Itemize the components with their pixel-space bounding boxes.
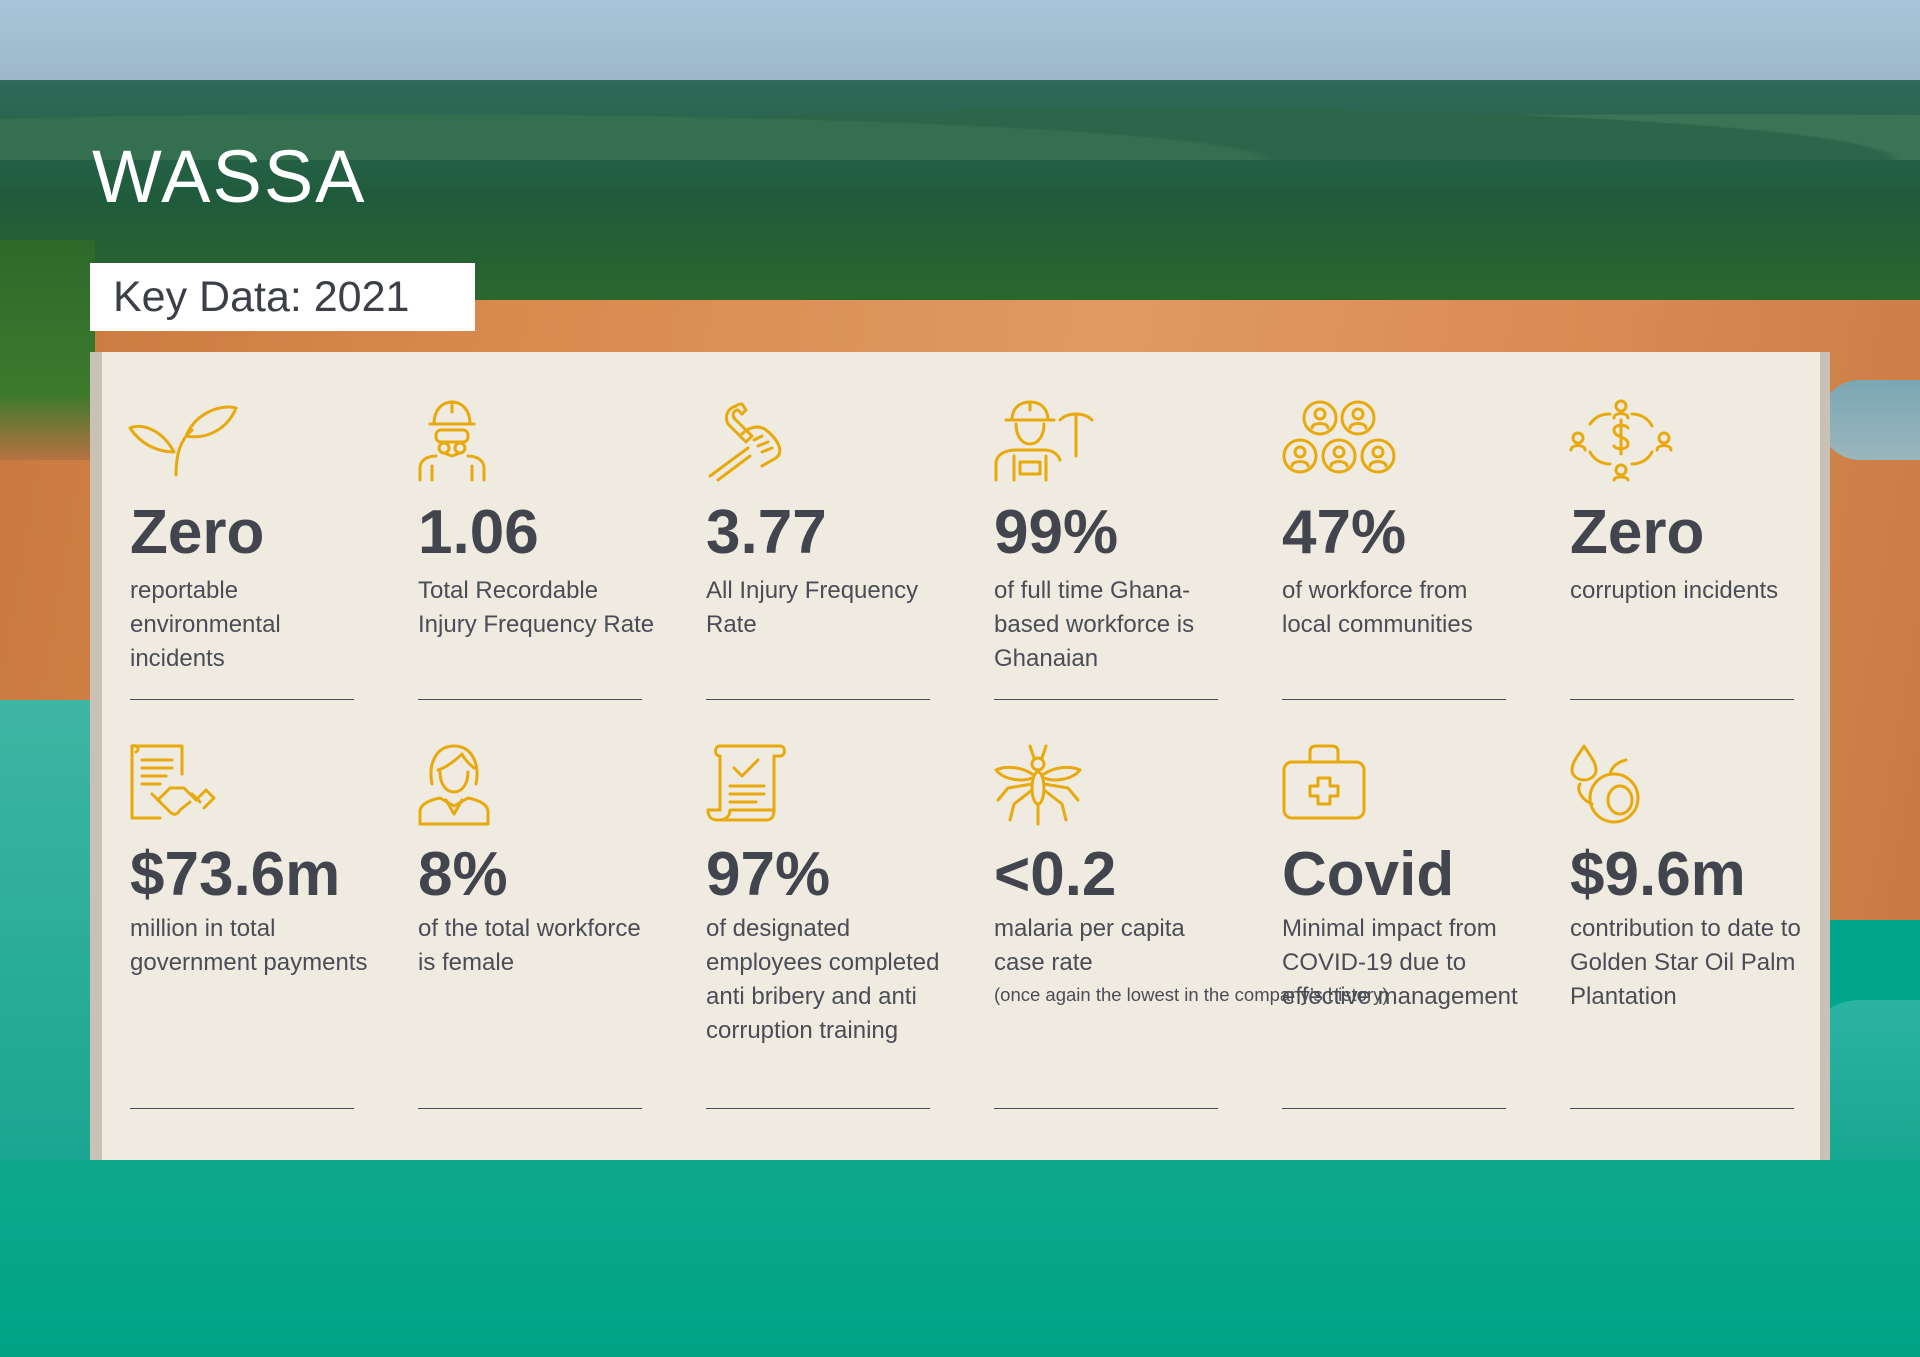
community-people-icon — [1282, 400, 1396, 480]
stat-description: All Injury Frequency Rate — [706, 577, 919, 638]
water-right — [1820, 380, 1920, 460]
divider — [706, 1108, 930, 1109]
oil-palm-fruit-icon — [1570, 744, 1680, 824]
divider — [130, 1108, 354, 1109]
stat-description: of designated employees completed anti b… — [706, 915, 940, 1044]
contract-handshake-icon — [130, 744, 240, 824]
leaf-sprout-icon — [128, 400, 240, 480]
stat-value: Zero — [130, 498, 265, 567]
stat-footnote: (once again the lowest in the company’s … — [994, 984, 1389, 1005]
forest-edge — [0, 240, 95, 460]
wrench-hand-icon — [706, 400, 816, 482]
stat-value: 3.77 — [706, 498, 827, 567]
stat-description: of full time Ghana-based workforce is Gh… — [994, 577, 1195, 672]
stat-description: malaria per capita case rate (once again… — [994, 912, 1389, 1008]
stat-description: Total Recordable Injury Frequency Rate — [418, 577, 655, 638]
stat-value: $9.6m — [1570, 840, 1746, 909]
stat-description: of workforce from local communities — [1282, 577, 1473, 638]
stat-value: 8% — [418, 840, 508, 909]
divider — [418, 1108, 642, 1109]
checked-document-icon — [706, 744, 816, 824]
stat-value: 47% — [1282, 498, 1407, 567]
page-title: WASSA — [92, 135, 367, 218]
divider — [1570, 699, 1794, 700]
stat-value: Covid — [1282, 840, 1455, 909]
divider — [994, 1108, 1218, 1109]
stat-description: Minimal impact from COVID-19 due to effe… — [1282, 915, 1518, 1010]
stat-value: Zero — [1570, 498, 1705, 567]
money-people-cycle-icon — [1569, 399, 1680, 482]
divider — [1570, 1108, 1794, 1109]
stat-description: of the total workforce is female — [418, 915, 641, 976]
stat-description: contribution to date to Golden Star Oil … — [1570, 915, 1801, 1010]
miner-with-pickaxe-icon — [994, 400, 1104, 482]
stat-description: reportable environmental incidents — [130, 577, 281, 672]
female-worker-icon — [418, 744, 528, 826]
stat-value: 99% — [994, 498, 1119, 567]
stat-description: corruption incidents — [1570, 577, 1779, 604]
divider — [418, 699, 642, 700]
divider — [706, 699, 930, 700]
divider — [1282, 1108, 1506, 1109]
teal-footer-band — [0, 1160, 1920, 1357]
stat-value: 97% — [706, 840, 831, 909]
stat-value: 1.06 — [418, 498, 539, 567]
mosquito-icon — [994, 744, 1104, 826]
stat-description: million in total government payments — [130, 915, 368, 976]
divider — [130, 699, 354, 700]
key-data-panel — [102, 352, 1820, 1160]
divider — [1282, 699, 1506, 700]
divider — [994, 699, 1218, 700]
stat-value: $73.6m — [130, 840, 341, 909]
first-aid-kit-icon — [1282, 744, 1392, 824]
stat-description-text: malaria per capita case rate — [994, 915, 1185, 976]
worker-with-mask-icon — [418, 400, 528, 482]
stat-value: <0.2 — [994, 840, 1117, 909]
page-subtitle-box: Key Data: 2021 — [90, 263, 475, 331]
